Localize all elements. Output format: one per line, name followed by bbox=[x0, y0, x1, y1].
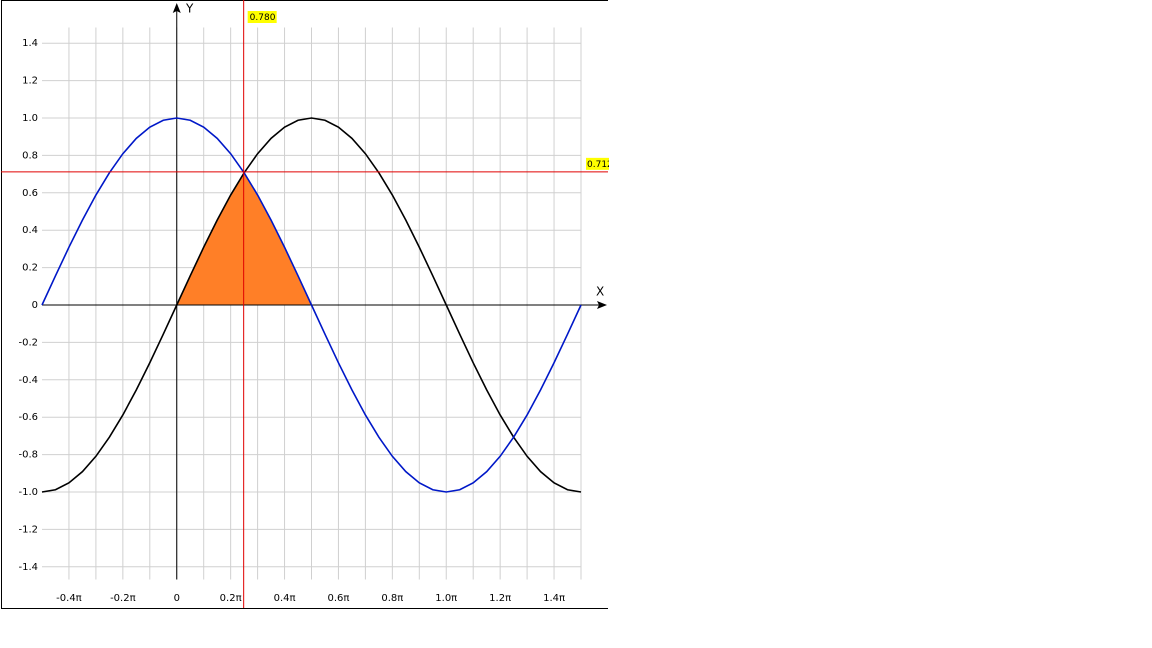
y-tick-label: -1.4 bbox=[18, 562, 38, 573]
y-tick-label: -0.2 bbox=[18, 337, 38, 348]
y-tick-label: -1.0 bbox=[18, 487, 38, 498]
y-tick-label: 0.6 bbox=[22, 188, 38, 199]
plot bbox=[1, 0, 610, 608]
x-axis-label: X bbox=[596, 285, 604, 299]
x-tick-label: 0 bbox=[174, 593, 180, 604]
crosshair-y-label: 0.712 bbox=[587, 160, 613, 170]
x-tick-label: 0.2π bbox=[220, 593, 242, 604]
clip-right bbox=[609, 0, 1152, 648]
curve bbox=[41, 117, 582, 493]
y-tick-label: 0.2 bbox=[22, 263, 38, 274]
y-tick-label: 0 bbox=[32, 300, 38, 311]
crosshair-y-badge bbox=[586, 157, 610, 170]
x-tick-label: 0.6π bbox=[327, 593, 349, 604]
y-tick-label: -0.8 bbox=[18, 450, 38, 461]
crosshair-x-badge bbox=[247, 11, 277, 23]
y-axis-label: Y bbox=[185, 2, 194, 16]
x-tick-label: -0.4π bbox=[56, 593, 82, 604]
x-tick-label: 0.8π bbox=[381, 593, 403, 604]
x-axis-arrow bbox=[597, 301, 607, 309]
y-axis-arrow bbox=[172, 3, 181, 13]
x-tick-label: -0.2π bbox=[110, 593, 136, 604]
grid bbox=[42, 27, 582, 580]
curve bbox=[41, 117, 582, 493]
x-tick-label: 1.4π bbox=[543, 593, 565, 604]
y-tick-label: -0.4 bbox=[18, 375, 38, 386]
crosshair-x-label: 0.780 bbox=[250, 13, 276, 23]
y-tick-label: 1.4 bbox=[22, 38, 38, 49]
y-tick-label: 0.8 bbox=[22, 150, 38, 161]
x-tick-label: 1.0π bbox=[435, 593, 457, 604]
y-tick-label: -0.6 bbox=[18, 412, 38, 423]
y-tick-label: 1.0 bbox=[22, 113, 38, 124]
x-tick-label: 1.2π bbox=[489, 593, 511, 604]
y-tick-label: 0.4 bbox=[22, 225, 38, 236]
x-tick-label: 0.4π bbox=[274, 593, 296, 604]
y-tick-label: 1.2 bbox=[22, 76, 38, 87]
y-tick-label: -1.2 bbox=[18, 524, 38, 535]
